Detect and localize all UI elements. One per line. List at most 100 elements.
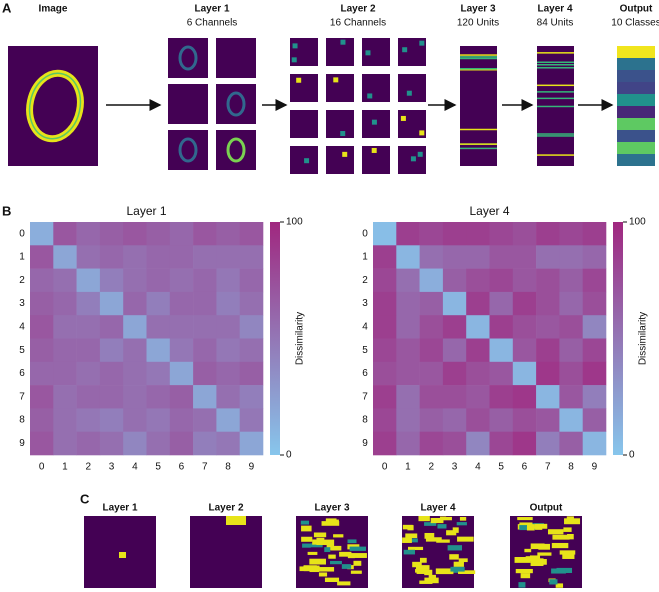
activation-spot	[350, 570, 362, 574]
heatmap-cell	[512, 431, 537, 456]
heatmap-cell	[169, 268, 194, 293]
heatmap-cell	[419, 222, 444, 246]
feature-map	[362, 74, 390, 102]
unit-line	[537, 97, 574, 100]
heatmap-cell	[489, 222, 514, 246]
feature-map	[216, 38, 256, 78]
activation-spot	[310, 543, 323, 548]
feature-map	[168, 84, 208, 124]
activation-spot	[419, 557, 427, 563]
heatmap-cell	[193, 268, 217, 293]
heatmap-cell	[396, 245, 420, 269]
heatmap-cell	[489, 315, 514, 339]
activation-spot	[458, 570, 476, 574]
heatmap-cell	[216, 268, 240, 293]
activation-spot	[424, 532, 435, 539]
feature-spot	[365, 50, 371, 56]
y-tick-label: 2	[19, 275, 25, 286]
activation-spot	[520, 573, 531, 579]
activation-spot	[424, 577, 439, 584]
feature-spot	[340, 131, 346, 137]
heatmap-cell	[216, 315, 240, 339]
heatmap-cell	[512, 268, 537, 293]
heatmap-cell	[559, 268, 583, 293]
colorbar	[613, 222, 623, 455]
y-tick-label: 6	[362, 368, 368, 379]
heatmap-cell	[239, 338, 264, 363]
heatmap-cell	[419, 245, 444, 269]
activation-spot	[534, 523, 548, 529]
stage-subtitle: 10 Classes	[611, 18, 659, 29]
unit-line	[460, 57, 497, 60]
activation-spot	[450, 566, 465, 572]
activation-spot	[538, 543, 550, 550]
y-tick-label: 8	[362, 415, 368, 426]
unit-line	[460, 68, 497, 71]
heatmap-cell	[193, 385, 217, 409]
heatmap-cell	[99, 291, 124, 316]
panel-label: C	[80, 491, 90, 506]
activation-spot	[313, 532, 327, 538]
activation-spot	[437, 524, 447, 529]
unit-line	[460, 54, 497, 56]
feature-spot	[342, 151, 348, 157]
x-tick-label: 6	[179, 462, 185, 473]
activation-spot	[324, 577, 340, 583]
unit-line	[537, 91, 574, 93]
heatmap-cell	[373, 268, 397, 293]
heatmap-cell	[373, 291, 397, 316]
heatmap-cell	[396, 338, 420, 363]
y-tick-label: 9	[19, 438, 25, 449]
heatmap-cell	[466, 431, 490, 456]
heatmap-cell	[30, 338, 54, 363]
heatmap-cell	[123, 315, 147, 339]
heatmap-cell	[123, 385, 147, 409]
heatmap-cell	[239, 408, 264, 432]
heatmap-cell	[239, 315, 264, 339]
heatmap-cell	[559, 408, 583, 432]
x-tick-label: 4	[475, 462, 481, 473]
stage-title: Layer 1	[194, 4, 229, 15]
heatmap-cell	[123, 268, 147, 293]
heatmap-cell	[53, 408, 77, 432]
heatmap-cell	[30, 385, 54, 409]
x-tick-label: 0	[382, 462, 388, 473]
activation-spot	[525, 556, 532, 560]
y-tick-label: 6	[19, 368, 25, 379]
activation-spot	[452, 527, 459, 533]
heatmap-cell	[396, 385, 420, 409]
heatmap-cell	[489, 338, 514, 363]
heatmap-cell	[76, 361, 101, 386]
heatmap-cell	[146, 385, 171, 409]
unit-line	[460, 147, 497, 150]
heatmap-cell	[442, 408, 467, 432]
heatmap-cell	[53, 268, 77, 293]
heatmap-cell	[442, 315, 467, 339]
heatmap-cell	[536, 385, 560, 409]
activation-spot	[562, 553, 575, 559]
activation-spot	[415, 565, 430, 570]
activation-spot	[119, 552, 126, 558]
heatmap-cell	[489, 291, 514, 316]
heatmap-cell	[99, 245, 124, 269]
heatmap-cell	[442, 385, 467, 409]
panel-c-title: Layer 3	[314, 503, 349, 514]
heatmap-cell	[193, 361, 217, 386]
x-tick-label: 5	[155, 462, 161, 473]
heatmap-cell	[193, 315, 217, 339]
heatmap-cell	[396, 431, 420, 456]
stage-title: Image	[39, 4, 68, 15]
y-tick-label: 0	[362, 228, 368, 239]
activation-spot	[330, 545, 342, 551]
heatmap-cell	[536, 361, 560, 386]
activation-spot	[559, 550, 576, 555]
unit-line	[460, 143, 497, 145]
stage-title: Layer 2	[340, 4, 375, 15]
feature-spot	[304, 158, 310, 164]
heatmap-cell	[582, 245, 607, 269]
heatmap-cell	[536, 245, 560, 269]
feature-map	[290, 74, 318, 102]
x-tick-label: 1	[62, 462, 68, 473]
heatmap-cell	[216, 338, 240, 363]
activation-spot	[330, 560, 342, 565]
